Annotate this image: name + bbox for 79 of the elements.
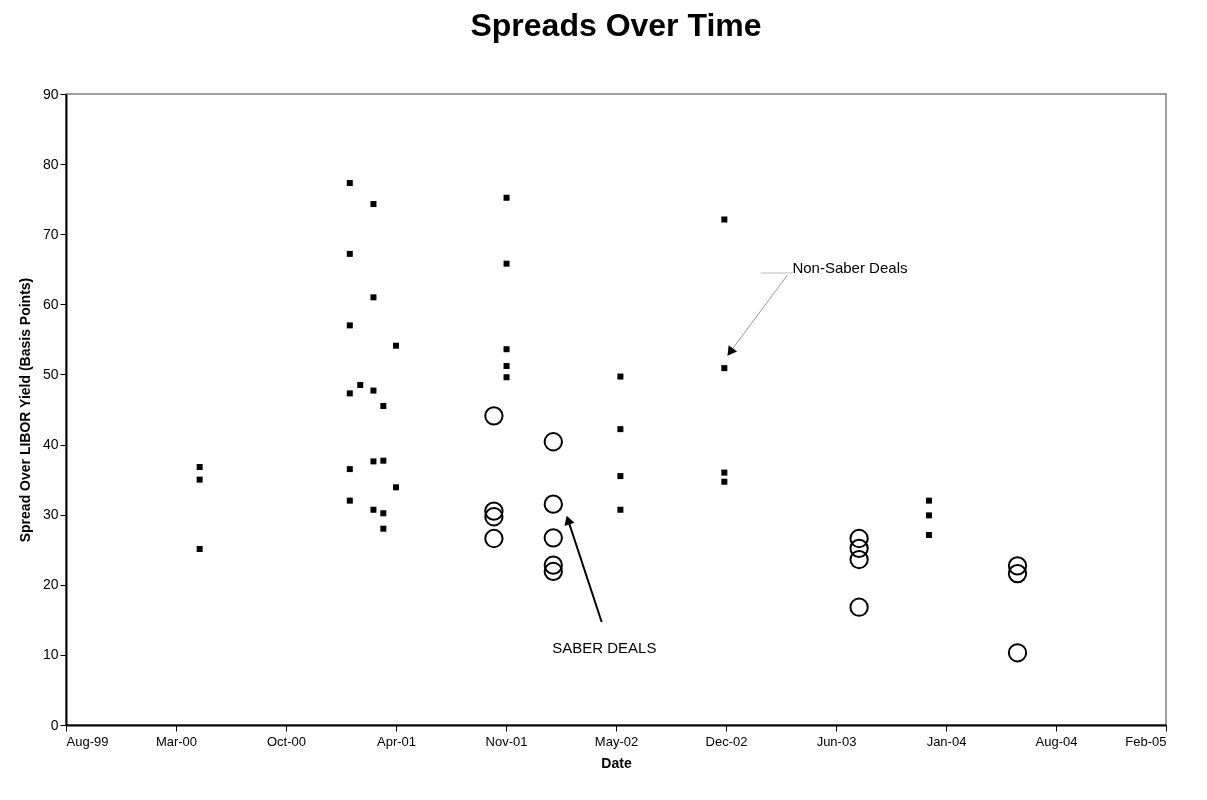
y-tick-label: 0	[50, 716, 59, 733]
point	[346, 322, 353, 329]
point	[1007, 556, 1028, 576]
point	[543, 494, 563, 514]
point	[617, 426, 624, 433]
point	[196, 476, 203, 483]
point	[503, 346, 510, 353]
y-tick-label: 60	[42, 295, 59, 312]
y-tick-label: 10	[42, 646, 59, 663]
point	[849, 538, 869, 558]
point	[503, 194, 510, 201]
point	[370, 506, 377, 513]
point	[925, 512, 932, 519]
point	[617, 506, 624, 513]
y-tick-label: 70	[42, 225, 59, 242]
point	[503, 260, 510, 267]
point	[380, 457, 387, 464]
point	[1007, 563, 1028, 584]
y-tick-label: 20	[42, 576, 59, 593]
point	[721, 216, 728, 223]
point	[543, 528, 563, 548]
point	[721, 365, 728, 372]
point	[370, 458, 377, 465]
point	[543, 555, 563, 575]
point	[370, 294, 377, 301]
x-tick-label: Nov-01	[485, 733, 528, 749]
point	[393, 484, 399, 491]
point	[393, 342, 399, 349]
point	[346, 180, 353, 187]
x-tick-label: Oct-00	[266, 733, 307, 749]
x-tick-label: Jun-03	[816, 733, 857, 749]
point	[196, 546, 203, 553]
y-tick-label: 50	[42, 365, 59, 382]
x-tick-label: Apr-01	[376, 733, 417, 749]
point	[380, 402, 387, 409]
y-tick-label: 80	[42, 155, 59, 172]
point	[484, 528, 504, 549]
point	[721, 478, 728, 485]
point	[370, 201, 377, 208]
point	[849, 528, 869, 549]
x-tick-label: Mar-00	[155, 733, 198, 749]
y-tick-label: 40	[42, 436, 59, 453]
y-tick-label: 30	[42, 506, 59, 523]
point	[484, 501, 504, 521]
point	[346, 497, 353, 504]
x-tick-label: Aug-99	[66, 733, 109, 749]
point	[925, 497, 932, 504]
x-tick-label: May-02	[594, 733, 639, 749]
annotation: SABER DEALS	[552, 639, 657, 656]
point	[503, 374, 510, 381]
point	[357, 381, 364, 388]
x-axis-title: Date	[601, 754, 632, 771]
point	[380, 510, 387, 517]
point	[925, 532, 932, 538]
point	[617, 373, 624, 380]
point	[849, 549, 869, 570]
point	[484, 406, 504, 426]
y-axis-title: Spread Over LIBOR Yield (Basis Points)	[16, 277, 33, 543]
point	[1007, 643, 1028, 663]
point	[196, 463, 203, 470]
x-tick-label: Jan-04	[926, 733, 967, 749]
y-tick-label: 90	[42, 85, 59, 102]
point	[380, 525, 387, 532]
point	[370, 387, 377, 394]
point	[849, 597, 869, 617]
x-tick-label: Dec-02	[705, 733, 748, 749]
x-tick-label: Aug-04	[1035, 733, 1078, 749]
chart-title: Spreads Over Time	[470, 7, 762, 43]
annotation: Non-Saber Deals	[792, 259, 908, 276]
point	[543, 561, 563, 582]
point	[484, 507, 504, 527]
point	[346, 390, 353, 397]
point	[543, 432, 563, 452]
point	[346, 250, 353, 257]
point	[721, 469, 728, 476]
x-tick-label: Feb-05	[1125, 733, 1167, 749]
point	[346, 466, 353, 473]
point	[617, 473, 624, 480]
point	[503, 363, 510, 370]
